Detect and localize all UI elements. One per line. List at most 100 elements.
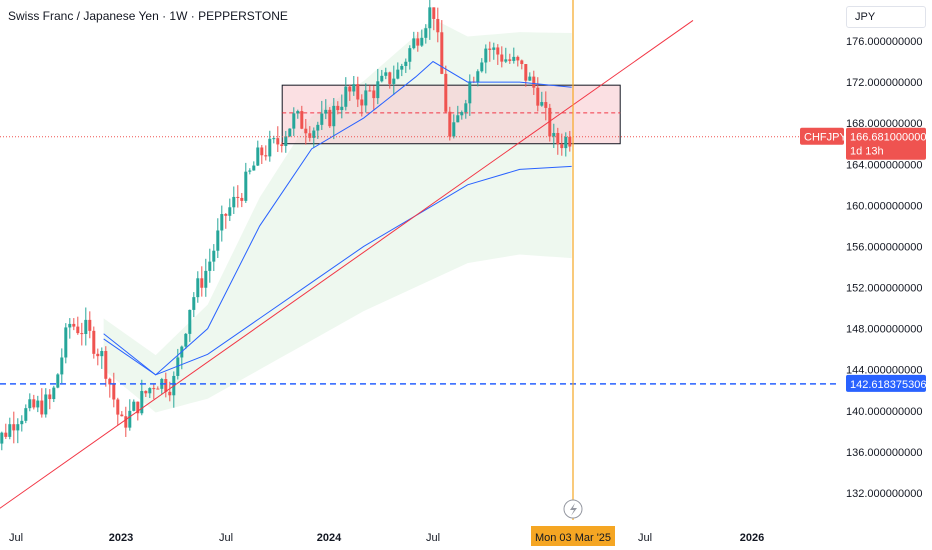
candle-body — [164, 379, 168, 392]
candle-body — [304, 128, 308, 134]
candle-body — [376, 81, 380, 99]
candle-body — [84, 319, 88, 335]
candle-body — [204, 270, 208, 288]
candle-body — [132, 401, 136, 411]
candle-body — [220, 214, 224, 231]
candle-body — [48, 394, 52, 400]
candle-body — [392, 78, 396, 84]
ma-fast-line — [103, 60, 572, 376]
candle-body — [140, 391, 144, 414]
candle-body — [8, 424, 12, 437]
candle-body — [332, 105, 336, 127]
candle-body — [128, 410, 132, 428]
candle-body — [280, 144, 284, 146]
candle-body — [244, 171, 248, 201]
candle-body — [428, 7, 432, 29]
candle-body — [4, 432, 8, 437]
candle-body — [508, 59, 512, 61]
candle-body — [276, 138, 280, 145]
x-tick-label: Jul — [9, 532, 23, 544]
candle-body — [396, 69, 400, 79]
candle-body — [248, 170, 252, 172]
x-tick-label: 2026 — [740, 532, 764, 544]
y-tick-label: 144.000000000 — [846, 365, 922, 377]
x-tick-label: 2024 — [317, 532, 342, 544]
candle-body — [568, 136, 572, 147]
candle-body — [292, 113, 296, 129]
candle-body — [96, 353, 100, 357]
candle-body — [0, 432, 4, 444]
y-tick-label: 140.000000000 — [846, 406, 922, 418]
candle-body — [336, 105, 340, 111]
candle-body — [224, 214, 228, 216]
candle-body — [328, 109, 332, 127]
candle-body — [232, 196, 236, 208]
candle-body — [236, 196, 240, 198]
ma-slow-line — [103, 165, 572, 376]
candle-body — [380, 75, 384, 82]
candle-body — [100, 350, 104, 357]
symbol-tag-label: CHFJPY — [804, 132, 847, 144]
candle-body — [552, 132, 556, 137]
date-tag — [531, 526, 615, 546]
candle-body — [524, 64, 528, 81]
candle-body — [352, 84, 356, 92]
candle-body — [360, 99, 364, 106]
candle-body — [16, 424, 20, 431]
candle-body — [12, 424, 16, 431]
candle-body — [176, 357, 180, 376]
candle-body — [488, 48, 492, 50]
candle-body — [168, 391, 172, 396]
candle-body — [112, 384, 116, 400]
candle-body — [60, 357, 64, 375]
candle-body — [388, 72, 392, 84]
candle-body — [68, 323, 72, 328]
symbol-tag — [800, 127, 844, 145]
candle-body — [108, 378, 112, 385]
candle-body — [444, 73, 448, 112]
candle-body — [240, 197, 244, 201]
candle-body — [484, 48, 488, 63]
y-tick-label: 136.000000000 — [846, 447, 922, 459]
candle-body — [268, 138, 272, 157]
candle-body — [372, 90, 376, 99]
candle-body — [24, 408, 28, 421]
candle-body — [72, 323, 76, 327]
candle-body — [480, 62, 484, 72]
candle-body — [88, 319, 92, 331]
chart-title: Swiss Franc / Japanese Yen · 1W · PEPPER… — [8, 9, 288, 23]
candle-body — [316, 124, 320, 131]
candle-body — [412, 38, 416, 49]
currency-scale-button[interactable]: JPY — [846, 6, 926, 28]
candle-body — [340, 106, 344, 111]
candle-body — [540, 102, 544, 106]
candle-body — [76, 326, 80, 334]
candle-body — [32, 399, 36, 408]
candle-body — [544, 102, 548, 108]
candle-body — [144, 391, 148, 394]
candle-body — [120, 414, 124, 417]
candle-body — [188, 309, 192, 334]
candle-body — [44, 394, 48, 415]
candle-body — [200, 278, 204, 288]
lightning-bolt-icon — [570, 503, 577, 516]
candle-body — [256, 147, 260, 166]
candle-body — [408, 48, 412, 62]
candle-body — [124, 416, 128, 428]
indicator-cloud — [103, 18, 572, 413]
candle-body — [252, 165, 256, 171]
candle-body — [368, 90, 372, 92]
candle-body — [560, 144, 564, 149]
candle-body — [216, 230, 220, 251]
date-tag-label: Mon 03 Mar '25 — [535, 532, 611, 544]
candle-body — [492, 47, 496, 50]
candle-body — [516, 56, 520, 61]
candle-body — [196, 278, 200, 298]
candle-body — [504, 59, 508, 62]
candle-body — [136, 401, 140, 414]
candle-body — [356, 84, 360, 100]
candle-body — [56, 374, 60, 388]
price-tag — [846, 127, 926, 160]
